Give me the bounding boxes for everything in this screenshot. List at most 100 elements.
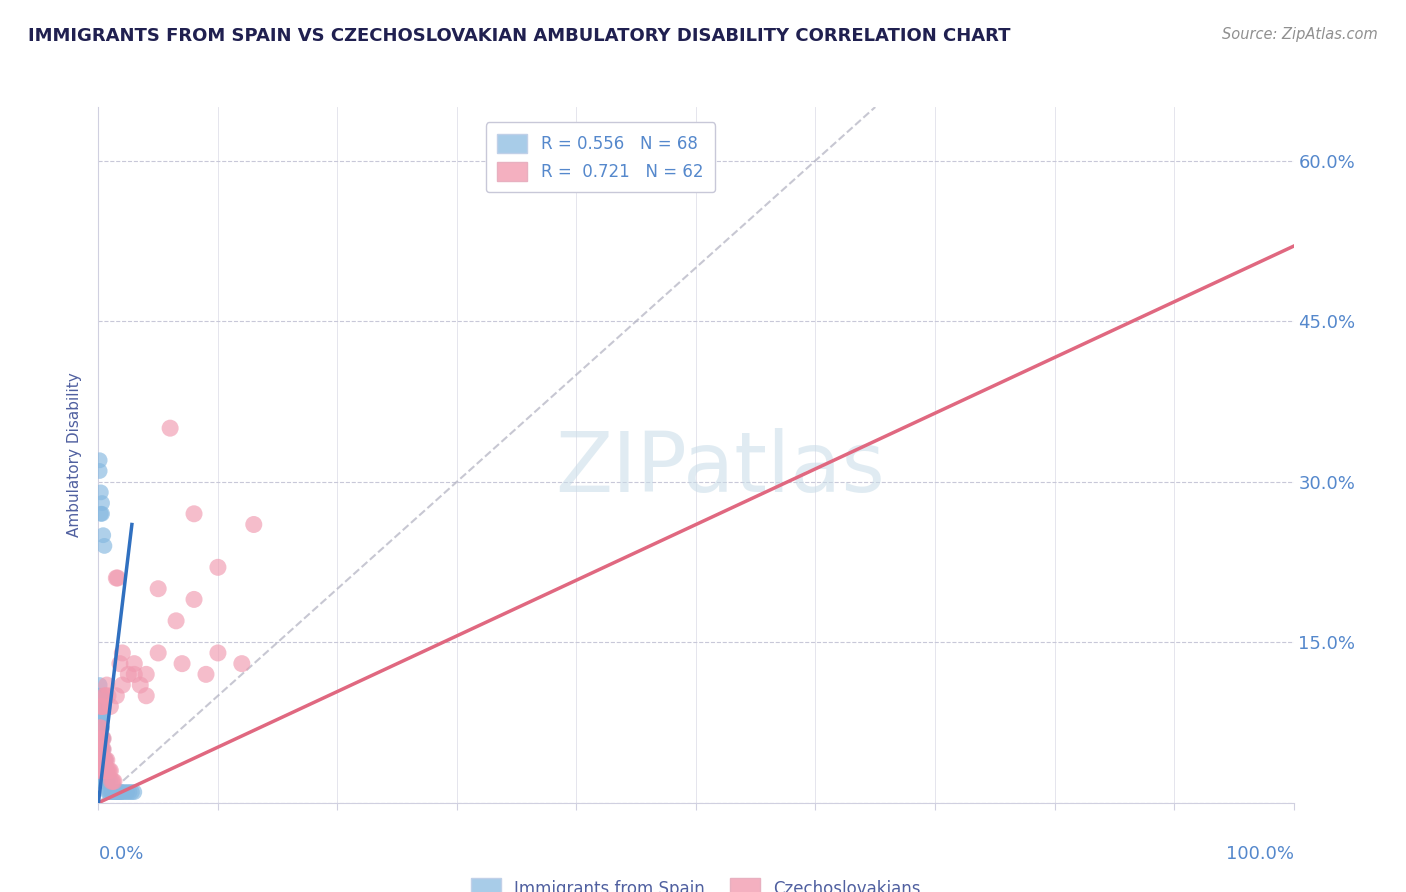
Point [124,667,146,681]
Point [89,764,111,778]
Point [91,731,114,746]
Point [207,560,229,574]
Point [207,646,229,660]
Point [194,667,218,681]
Point [89,764,111,778]
Point [93,539,115,553]
Legend: Immigrants from Spain, Czechoslovakians: Immigrants from Spain, Czechoslovakians [460,867,932,892]
Point [98,764,121,778]
Point [111,785,134,799]
Point [91,742,114,756]
Point [96,774,118,789]
Point [148,646,170,660]
Point [90,764,112,778]
Point [96,764,118,778]
Point [91,699,114,714]
Point [107,571,129,585]
Point [91,764,114,778]
Point [89,753,111,767]
Point [93,774,115,789]
Point [98,699,122,714]
Point [91,764,114,778]
Point [89,742,111,756]
Point [135,689,157,703]
Point [90,764,112,778]
Point [100,785,122,799]
Point [91,753,114,767]
Point [91,731,114,746]
Point [89,742,111,756]
Point [90,731,112,746]
Point [91,731,114,746]
Point [118,785,141,799]
Y-axis label: Ambulatory Disability: Ambulatory Disability [67,373,83,537]
Point [231,657,253,671]
Point [93,753,115,767]
Point [89,721,111,735]
Point [105,689,128,703]
Point [89,453,111,467]
Text: Source: ZipAtlas.com: Source: ZipAtlas.com [1222,27,1378,42]
Point [97,689,120,703]
Point [91,742,114,756]
Point [183,592,205,607]
Point [94,753,117,767]
Point [105,785,128,799]
Point [94,753,117,767]
Point [90,507,112,521]
Point [91,753,114,767]
Point [111,646,134,660]
Point [89,721,111,735]
Point [90,731,112,746]
Point [105,571,128,585]
Point [97,774,120,789]
Point [90,774,112,789]
Point [89,689,111,703]
Point [107,785,129,799]
Point [93,764,115,778]
Point [91,731,114,746]
Point [98,764,122,778]
Point [114,785,136,799]
Point [90,742,112,756]
Point [93,689,115,703]
Point [107,785,129,799]
Point [94,764,117,778]
Point [101,774,124,789]
Point [183,507,205,521]
Point [94,774,117,789]
Point [89,710,111,724]
Point [135,667,157,681]
Text: ZIPatlas: ZIPatlas [555,428,884,509]
Point [96,764,118,778]
Point [103,774,125,789]
Text: 100.0%: 100.0% [1226,845,1294,863]
Point [90,710,112,724]
Point [115,785,138,799]
Point [148,582,170,596]
Point [110,785,132,799]
Point [91,710,114,724]
Point [98,774,122,789]
Point [108,785,131,799]
Point [90,753,112,767]
Point [93,764,115,778]
Text: IMMIGRANTS FROM SPAIN VS CZECHOSLOVAKIAN AMBULATORY DISABILITY CORRELATION CHART: IMMIGRANTS FROM SPAIN VS CZECHOSLOVAKIAN… [28,27,1011,45]
Point [90,753,112,767]
Point [165,614,187,628]
Point [104,785,127,799]
Point [172,657,194,671]
Point [91,774,114,789]
Point [91,753,114,767]
Point [91,742,114,756]
Point [96,678,118,692]
Point [97,764,120,778]
Point [96,753,118,767]
Point [90,485,112,500]
Point [98,785,122,799]
Point [91,742,114,756]
Point [90,689,112,703]
Point [121,785,143,799]
Point [91,764,114,778]
Point [91,699,114,714]
